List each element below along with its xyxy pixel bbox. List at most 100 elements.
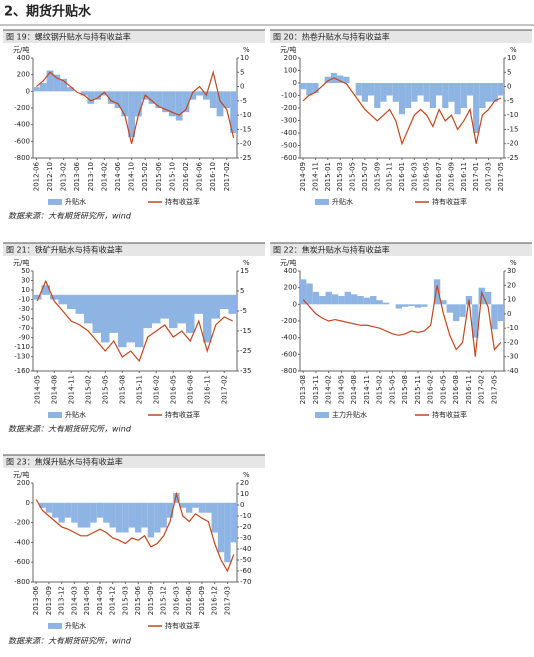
x-tick-label: 2016-02 (182, 162, 190, 191)
title-bar (3, 243, 265, 256)
y2-tick-label: 5 (240, 287, 244, 295)
y2-tick-label: -5 (240, 97, 247, 105)
bar (440, 300, 447, 305)
bar (154, 502, 161, 533)
bar (386, 83, 393, 96)
y2-tick-label: 10 (507, 54, 516, 62)
bar (485, 83, 492, 102)
legend-swatch (48, 199, 62, 205)
bar (103, 502, 110, 523)
y2-unit: % (243, 259, 250, 267)
legend-label: 升贴水 (65, 621, 86, 630)
bar (45, 502, 53, 513)
y2-tick-label: 5 (507, 68, 511, 76)
y-tick-label: -200 (14, 104, 30, 112)
line (36, 69, 235, 144)
bar (460, 83, 467, 108)
bar (166, 502, 174, 518)
x-tick-label: 2015-10 (168, 162, 176, 191)
bar (414, 304, 422, 308)
y2-tick-label: 20 (507, 281, 516, 289)
bar (84, 294, 93, 324)
bar (319, 296, 326, 305)
bar (67, 87, 74, 92)
chart-title: 图 22：焦炭升贴水与持有收益率 (273, 245, 390, 255)
y2-tick-label: -40 (240, 545, 251, 553)
bar (109, 502, 116, 528)
y-tick-label: -200 (14, 519, 30, 527)
bar (196, 91, 203, 96)
x-tick-label: 2014-05 (337, 375, 345, 404)
y-tick-label: -110 (14, 343, 30, 351)
x-tick-label: 2014-10 (128, 162, 136, 191)
y2-unit: % (510, 259, 517, 267)
y-tick-label: -400 (281, 334, 297, 342)
x-tick-label: 2017-03 (485, 162, 493, 191)
y2-unit: % (243, 471, 250, 479)
x-tick-label: 2015-11 (414, 375, 422, 404)
legend-swatch (315, 412, 329, 418)
bar (446, 304, 453, 313)
title-bar (3, 455, 265, 468)
y2-tick-label: 10 (240, 54, 249, 62)
y2-tick-label: -20 (240, 523, 251, 531)
y2-tick-label: 5 (240, 68, 244, 76)
x-tick-label: 2013-06 (32, 585, 40, 615)
bar (122, 502, 129, 533)
x-tick-label: 2016-03 (410, 162, 418, 191)
bar (376, 300, 383, 305)
bar (312, 83, 319, 93)
bar (459, 304, 466, 317)
bar (368, 83, 375, 96)
x-tick-label: 2014-11 (311, 162, 319, 191)
bar (392, 83, 399, 102)
bar (220, 294, 229, 310)
bar (473, 83, 480, 133)
x-tick-label: 2014-06 (114, 161, 122, 191)
title-bar (270, 243, 532, 256)
x-tick-label: 2015-08 (401, 375, 409, 404)
bar (107, 91, 115, 104)
y-tick-label: 0 (26, 499, 30, 507)
bar (429, 83, 436, 108)
y-tick-label: -800 (281, 367, 297, 375)
x-tick-label: 2016-11 (465, 375, 473, 404)
bar (306, 283, 313, 305)
x-tick-label: 2015-03 (121, 586, 129, 615)
bar (300, 279, 307, 305)
bar (230, 91, 237, 133)
legend-label: 升贴水 (65, 410, 86, 419)
bar (454, 83, 461, 115)
x-tick-label: 2017-05 (490, 375, 498, 404)
bar (75, 294, 84, 314)
bar (374, 83, 381, 108)
source-note: 数据来源：大有期货研究所，wind (8, 212, 132, 221)
x-tick-label: 2015-05 (349, 162, 357, 191)
x-tick-label: 2015-12 (160, 586, 168, 615)
bar (402, 304, 409, 307)
bar (33, 87, 40, 92)
y-unit: 元/吨 (13, 470, 29, 479)
bar (94, 91, 101, 100)
bar (472, 304, 479, 338)
bar (337, 75, 344, 83)
bar (338, 296, 345, 305)
bar (217, 502, 225, 553)
y2-tick-label: -50 (240, 556, 251, 564)
bar (300, 83, 307, 90)
chart-title: 图 23：焦煤升贴水与持有收益率 (6, 457, 123, 467)
y-unit: 元/吨 (280, 258, 296, 267)
x-tick-label: 2015-09 (147, 586, 155, 615)
x-tick-label: 2012-06 (32, 161, 40, 191)
x-tick-label: 2014-02 (100, 162, 108, 191)
bar (90, 502, 97, 523)
bar (135, 91, 142, 117)
y2-tick-label: 0 (240, 83, 244, 91)
x-tick-label: 2014-11 (363, 375, 371, 404)
x-tick-label: 2016-06 (196, 161, 204, 191)
bar (453, 304, 460, 321)
x-tick-label: 2015-01 (324, 162, 332, 191)
x-tick-label: 2014-05 (33, 375, 41, 404)
bar (58, 294, 67, 305)
bar (497, 83, 504, 96)
